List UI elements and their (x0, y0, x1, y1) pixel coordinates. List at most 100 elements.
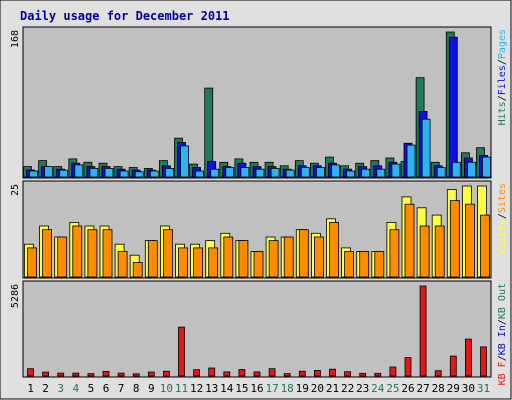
day-label-9: 9 (148, 382, 155, 395)
bar-sites-day-19 (298, 229, 309, 278)
bar-pages-day-19 (300, 167, 310, 178)
day-label-8: 8 (133, 382, 140, 395)
day-label-20: 20 (311, 382, 324, 395)
bar-sites-day-28 (434, 225, 445, 278)
bar-kb-f-day-27 (419, 285, 427, 377)
day-label-23: 23 (356, 382, 369, 395)
bar-pages-day-31 (482, 156, 491, 178)
bar-sites-day-15 (238, 240, 249, 278)
bar-kb-f-day-10 (162, 370, 170, 377)
legend-entry: KB Out (497, 283, 508, 319)
day-label-21: 21 (326, 382, 339, 395)
bar-kb-f-day-29 (449, 355, 457, 377)
bar-kb-f-day-16 (253, 371, 261, 377)
legend-entry: Visits (497, 219, 508, 255)
day-label-4: 4 (72, 382, 79, 395)
bar-pages-day-21 (331, 164, 340, 178)
bar-kb-f-day-4 (72, 372, 80, 377)
day-label-12: 12 (190, 382, 203, 395)
day-label-19: 19 (296, 382, 309, 395)
bar-pages-day-18 (285, 169, 295, 178)
legend-entry: Files (497, 65, 508, 95)
legend-entry: / (497, 319, 508, 325)
bar-pages-day-10 (164, 167, 174, 178)
panel-max-label: 5286 (10, 284, 21, 308)
day-label-1: 1 (27, 382, 34, 395)
bar-pages-day-9 (149, 170, 159, 178)
bar-kb-f-day-6 (102, 370, 110, 377)
day-label-11: 11 (175, 382, 188, 395)
bar-sites-day-1 (27, 247, 37, 278)
bar-kb-f-day-24 (374, 372, 382, 377)
bar-pages-day-5 (89, 167, 99, 178)
bar-kb-f-day-18 (283, 373, 291, 377)
bar-kb-f-day-19 (298, 370, 306, 377)
panel-2: 25 Visits/Sites (10, 180, 508, 279)
day-label-30: 30 (462, 382, 475, 395)
day-label-17: 17 (265, 382, 278, 395)
chart-title: Daily usage for December 2011 (20, 9, 230, 23)
day-label-14: 14 (220, 382, 234, 395)
day-label-22: 22 (341, 382, 354, 395)
day-label-24: 24 (371, 382, 385, 395)
bar-pages-day-3 (59, 169, 69, 178)
bar-sites-day-27 (419, 225, 430, 278)
bar-sites-day-18 (283, 236, 294, 278)
bar-pages-day-26 (406, 144, 416, 178)
bar-sites-day-13 (208, 247, 219, 278)
bar-sites-day-14 (223, 236, 234, 278)
bar-kb-f-day-30 (464, 338, 472, 377)
bar-pages-day-7 (119, 170, 129, 178)
legend-entry: / (497, 213, 508, 219)
bar-pages-day-25 (391, 163, 401, 178)
bar-sites-day-30 (464, 203, 475, 278)
day-label-27: 27 (416, 382, 429, 395)
day-label-3: 3 (57, 382, 64, 395)
legend-entry: / (497, 59, 508, 65)
day-label-16: 16 (250, 382, 263, 395)
bar-kb-f-day-12 (193, 369, 201, 377)
bar-pages-day-2 (44, 166, 53, 178)
bar-pages-day-23 (361, 168, 371, 178)
legend-entry: / (497, 355, 508, 361)
bar-sites-day-17 (268, 240, 279, 278)
bar-kb-f-day-15 (238, 369, 246, 377)
bar-sites-day-9 (147, 240, 158, 278)
legend-entry: Pages (497, 29, 508, 59)
bar-kb-f-day-7 (117, 372, 125, 377)
day-label-5: 5 (88, 382, 95, 395)
bar-kb-f-day-9 (147, 371, 155, 377)
bar-sites-day-24 (374, 251, 385, 278)
bar-pages-day-8 (134, 171, 144, 178)
panel-background (22, 280, 492, 378)
bar-kb-f-day-3 (57, 372, 65, 377)
bar-sites-day-26 (404, 203, 415, 278)
legend-entry: KB F (497, 361, 508, 385)
bar-pages-day-11 (180, 145, 189, 178)
day-label-29: 29 (447, 382, 460, 395)
bar-pages-day-16 (255, 168, 265, 178)
day-labels: 1 2 3 4 5 6 7 8 9 10 11 12 13 14 15 16 17 18 19 20 21 22 23 24 2… (27, 382, 490, 395)
legend-entry: / (497, 95, 508, 101)
bar-sites-day-10 (162, 229, 173, 278)
bar-pages-day-14 (225, 167, 235, 178)
bar-sites-day-6 (102, 229, 113, 278)
day-label-13: 13 (205, 382, 218, 395)
bar-files-day-29 (448, 36, 458, 178)
bar-pages-day-20 (315, 167, 325, 178)
bar-kb-f-day-21 (329, 368, 336, 377)
bar-kb-f-day-11 (178, 326, 185, 377)
bar-sites-day-12 (193, 247, 204, 278)
legend-entry: KB In (497, 325, 508, 355)
bar-sites-day-3 (57, 236, 68, 278)
bar-pages-day-24 (376, 168, 386, 178)
legend-entry: Sites (497, 183, 508, 213)
bar-kb-f-day-25 (389, 366, 397, 377)
bar-sites-day-8 (132, 261, 143, 278)
bar-pages-day-30 (466, 161, 476, 178)
bar-kb-f-day-5 (87, 373, 95, 377)
bar-kb-f-day-17 (268, 368, 276, 377)
